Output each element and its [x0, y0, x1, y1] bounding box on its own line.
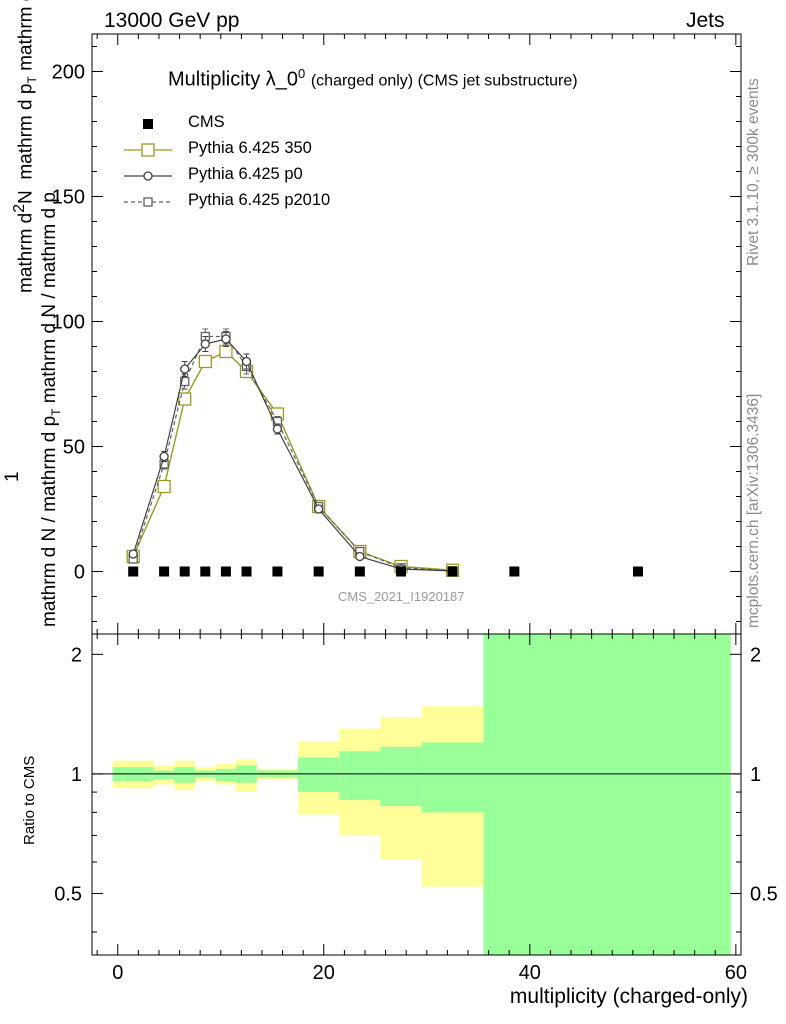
- data-point: [221, 334, 231, 344]
- y-tick-label: 150: [52, 187, 85, 209]
- y-label-part: N: [15, 190, 37, 204]
- legend-label: Pythia 6.425 p2010: [188, 191, 331, 209]
- legend-label: Pythia 6.425 p0: [188, 165, 303, 183]
- ratio-green-band: [483, 634, 731, 955]
- ratio-green-band: [380, 746, 422, 807]
- ratio-panel-frame: [91, 633, 742, 956]
- data-point: [180, 376, 190, 387]
- legend-item-pythia-p0: Pythia 6.425 p0: [120, 164, 380, 188]
- legend-symbols: [124, 119, 172, 207]
- series-line: [132, 335, 453, 572]
- cms-data-point: [272, 566, 283, 577]
- legend-marker: [143, 197, 153, 207]
- y-label-sub: T: [25, 76, 40, 84]
- data-point: [313, 504, 324, 514]
- ratio-green-band: [339, 751, 381, 800]
- header-energy-label: 13000 GeV pp: [104, 9, 240, 32]
- x-tick-label: 40: [519, 962, 541, 984]
- rivet-version-label: Rivet 3.1.10, ≥ 300k events: [745, 78, 762, 266]
- ratio-y-tick-label: 1: [71, 764, 82, 786]
- cms-data-point: [509, 566, 520, 577]
- ratio-uncertainty-bands: [92, 634, 741, 955]
- ratio-green-band: [174, 767, 196, 783]
- x-tick-label: 20: [313, 962, 335, 984]
- data-point: [159, 451, 169, 462]
- ratio-axis-ticks: 0.5 0.51 12 20 20 40 60: [54, 634, 778, 984]
- data-point: [178, 392, 192, 406]
- legend-item-pythia-p2010: Pythia 6.425 p2010: [120, 190, 380, 214]
- chart-title: Multiplicity λ_00 (charged only) (CMS je…: [168, 66, 578, 92]
- data-point: [157, 479, 171, 494]
- y-label-sub: T: [48, 408, 63, 416]
- series-line: [132, 338, 453, 572]
- cms-data-point: [241, 566, 252, 577]
- y-label-part: mathrm d lambda: [15, 0, 36, 76]
- title-main: Multiplicity λ_0: [168, 68, 299, 91]
- legend-label: Pythia 6.425 350: [188, 139, 312, 157]
- ratio-y-tick-label: 2: [71, 644, 82, 666]
- y-label-part: mathrm d p: [15, 83, 37, 180]
- mcplots-credit-label: mcplots.cern.ch [arXiv:1306.3436]: [745, 393, 762, 628]
- legend-marker: [143, 171, 153, 181]
- y-axis-label-fraction-bottom: mathrm d N / mathrm d pT mathrm d N / ma…: [39, 192, 63, 627]
- ratio-y-tick-label-right: 2: [750, 644, 761, 666]
- y-tick-label: 200: [52, 62, 85, 84]
- data-point: [128, 549, 138, 559]
- legend-marker: [141, 143, 155, 157]
- ratio-green-band: [421, 742, 484, 813]
- ratio-y-tick-label: 0.5: [54, 883, 82, 905]
- main-axis-ticks: 0 50 100 150 200: [52, 34, 741, 634]
- y-tick-label: 100: [52, 312, 85, 334]
- y-tick-label: 0: [74, 562, 85, 584]
- data-point: [355, 551, 365, 562]
- x-tick-label: 60: [725, 962, 747, 984]
- cms-data-point: [396, 566, 407, 577]
- y-axis-label-fraction-top: mathrm d2N mathrm d pT mathrm d lambda: [11, 0, 39, 293]
- x-tick-label: 0: [112, 962, 123, 984]
- analysis-watermark: CMS_2021_I1920187: [338, 589, 465, 604]
- ratio-y-tick-label-right: 0.5: [750, 883, 778, 905]
- y-label-part: mathrm d N / mathrm d p: [39, 192, 60, 409]
- cms-data-point: [447, 566, 458, 577]
- cms-data-point: [159, 566, 170, 577]
- ratio-green-band: [298, 757, 340, 793]
- header-category-label: Jets: [686, 9, 725, 32]
- cms-data-point: [179, 566, 190, 577]
- title-superscript: 0: [298, 66, 306, 81]
- ratio-y-tick-label-right: 1: [750, 764, 761, 786]
- cms-data-point: [200, 566, 211, 577]
- ratio-green-band: [153, 770, 175, 780]
- y-label-part: mathrm d N / mathrm d p: [39, 415, 60, 627]
- y-label-part: mathrm d: [15, 212, 37, 293]
- data-point: [219, 344, 233, 359]
- cms-data-point: [354, 566, 365, 577]
- y-label-sup: 2: [11, 203, 28, 213]
- legend-item-cms: CMS: [120, 112, 380, 136]
- cms-data-point: [313, 566, 324, 577]
- data-point: [198, 354, 212, 369]
- ratio-green-band: [215, 768, 237, 781]
- data-point: [272, 424, 283, 434]
- data-point: [241, 356, 252, 367]
- legend-item-pythia-350: Pythia 6.425 350: [120, 138, 380, 162]
- y-axis-label-numerator: 1: [2, 471, 23, 482]
- ratio-frame: [91, 633, 742, 956]
- cms-data-point: [220, 566, 231, 577]
- y-tick-label: 50: [63, 437, 85, 459]
- x-axis-label: multiplicity (charged-only): [509, 985, 748, 1008]
- legend-symbol-cms: [143, 119, 153, 129]
- title-subtitle: (charged only) (CMS jet substructure): [310, 72, 578, 90]
- data-point: [200, 339, 210, 349]
- data-point: [180, 364, 190, 374]
- legend-label: CMS: [188, 113, 225, 131]
- ratio-y-axis-label: Ratio to CMS: [21, 755, 38, 845]
- cms-data-point: [632, 566, 643, 577]
- cms-data-point: [128, 566, 139, 577]
- main-series: [126, 328, 643, 577]
